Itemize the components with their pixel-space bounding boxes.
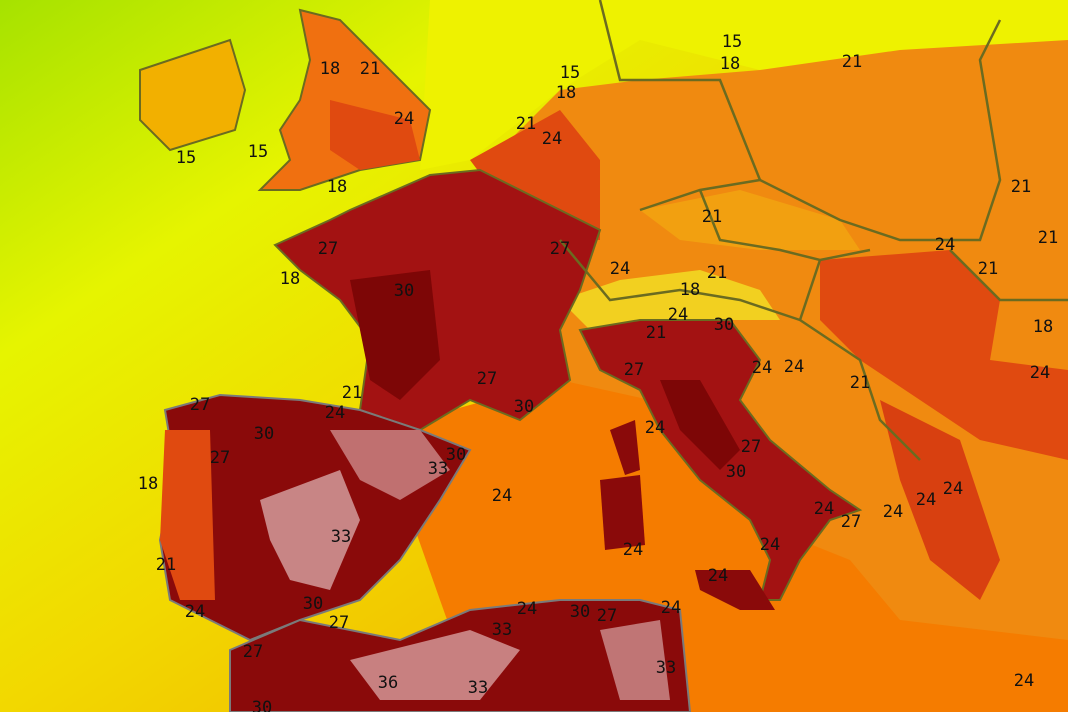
isotherm-label: 24 (542, 129, 562, 149)
country-borders (559, 0, 1068, 461)
isotherm-label: 18 (680, 280, 700, 300)
isotherm-label: 24 (517, 599, 537, 619)
border-line (559, 239, 801, 322)
isotherm-label: 24 (668, 305, 688, 325)
isotherm-label: 18 (280, 269, 300, 289)
isotherm-label: 15 (176, 148, 196, 168)
isotherm-label: 24 (708, 566, 728, 586)
central-italy-hot (660, 380, 740, 470)
north-sea (420, 0, 1068, 170)
isotherm-label: 24 (883, 502, 903, 522)
border-line (759, 19, 1002, 242)
isotherm-label: 24 (752, 358, 772, 378)
isotherm-label: 27 (329, 613, 349, 633)
isotherm-label: 21 (842, 52, 862, 72)
border-line (798, 259, 921, 461)
isotherm-label: 33 (331, 527, 351, 547)
isotherm-label: 33 (492, 620, 512, 640)
atlas-hot (350, 630, 520, 700)
czech-region (640, 190, 860, 250)
isotherm-label: 27 (741, 437, 761, 457)
isotherm-label: 33 (468, 678, 488, 698)
border-line (598, 0, 762, 212)
isotherm-label: 24 (916, 490, 936, 510)
isotherm-label: 30 (254, 424, 274, 444)
isotherm-label: 18 (138, 474, 158, 494)
isotherm-label: 27 (550, 239, 570, 259)
isotherm-label: 18 (556, 83, 576, 103)
isotherm-label: 21 (850, 373, 870, 393)
isotherm-label: 18 (327, 177, 347, 197)
isotherm-label: 24 (623, 540, 643, 560)
isotherm-label: 33 (428, 459, 448, 479)
isotherm-label: 15 (248, 142, 268, 162)
isotherm-label: 24 (610, 259, 630, 279)
hungary-balkans-region (820, 250, 1068, 460)
isotherm-label: 30 (514, 397, 534, 417)
ireland (139, 38, 247, 152)
sardinia (600, 475, 645, 550)
isotherm-label: 24 (1014, 671, 1034, 691)
isotherm-label: 21 (342, 383, 362, 403)
isotherm-label: 24 (784, 357, 804, 377)
isotherm-label: 21 (516, 114, 536, 134)
isotherm-label: 27 (597, 606, 617, 626)
isotherm-label: 24 (943, 479, 963, 499)
isotherm-label: 30 (726, 462, 746, 482)
isotherm-label: 24 (935, 235, 955, 255)
isotherm-label: 21 (707, 263, 727, 283)
isotherm-label: 24 (325, 403, 345, 423)
isotherm-label: 36 (378, 673, 398, 693)
france-southwest-hot (350, 270, 440, 400)
isotherm-label: 30 (252, 698, 272, 712)
isotherm-label: 24 (492, 486, 512, 506)
isotherm-label: 27 (190, 395, 210, 415)
corsica (610, 420, 640, 475)
isotherm-label: 24 (661, 598, 681, 618)
isotherm-label: 21 (1038, 228, 1058, 248)
isotherm-label: 30 (394, 281, 414, 301)
isotherm-label: 21 (156, 555, 176, 575)
isotherm-label: 27 (624, 360, 644, 380)
benelux-region (470, 110, 600, 240)
isotherm-label: 24 (645, 418, 665, 438)
isotherm-label: 27 (210, 448, 230, 468)
isotherm-label: 33 (656, 658, 676, 678)
isotherm-label: 27 (243, 642, 263, 662)
central-spain-hot (260, 470, 360, 590)
isotherm-label: 30 (446, 445, 466, 465)
portugal (160, 430, 215, 600)
isotherm-label: 15 (560, 63, 580, 83)
isotherm-label: 21 (978, 259, 998, 279)
isotherm-label: 18 (1033, 317, 1053, 337)
isotherm-label: 24 (185, 602, 205, 622)
isotherm-label: 18 (320, 59, 340, 79)
isotherm-label: 27 (841, 512, 861, 532)
isotherm-label: 24 (814, 499, 834, 519)
isotherm-label: 15 (722, 32, 742, 52)
isotherm-label: 21 (1011, 177, 1031, 197)
isotherm-label: 27 (318, 239, 338, 259)
isotherm-label: 30 (303, 594, 323, 614)
ebro-valley-hot (330, 430, 450, 500)
isotherm-label: 24 (760, 535, 780, 555)
isotherm-label: 21 (360, 59, 380, 79)
isotherm-label: 24 (1030, 363, 1050, 383)
isotherm-label: 18 (720, 54, 740, 74)
isotherm-label: 24 (394, 109, 414, 129)
isotherm-label: 30 (714, 315, 734, 335)
isotherm-label: 21 (646, 323, 666, 343)
border-line (949, 249, 1068, 302)
alps-region (560, 270, 780, 330)
isotherm-label: 21 (702, 207, 722, 227)
england-south (330, 100, 420, 170)
sicily (695, 570, 775, 610)
isotherm-label: 27 (477, 369, 497, 389)
isotherm-label: 30 (570, 602, 590, 622)
border-line (698, 189, 871, 262)
tunisia-hot (600, 620, 670, 700)
